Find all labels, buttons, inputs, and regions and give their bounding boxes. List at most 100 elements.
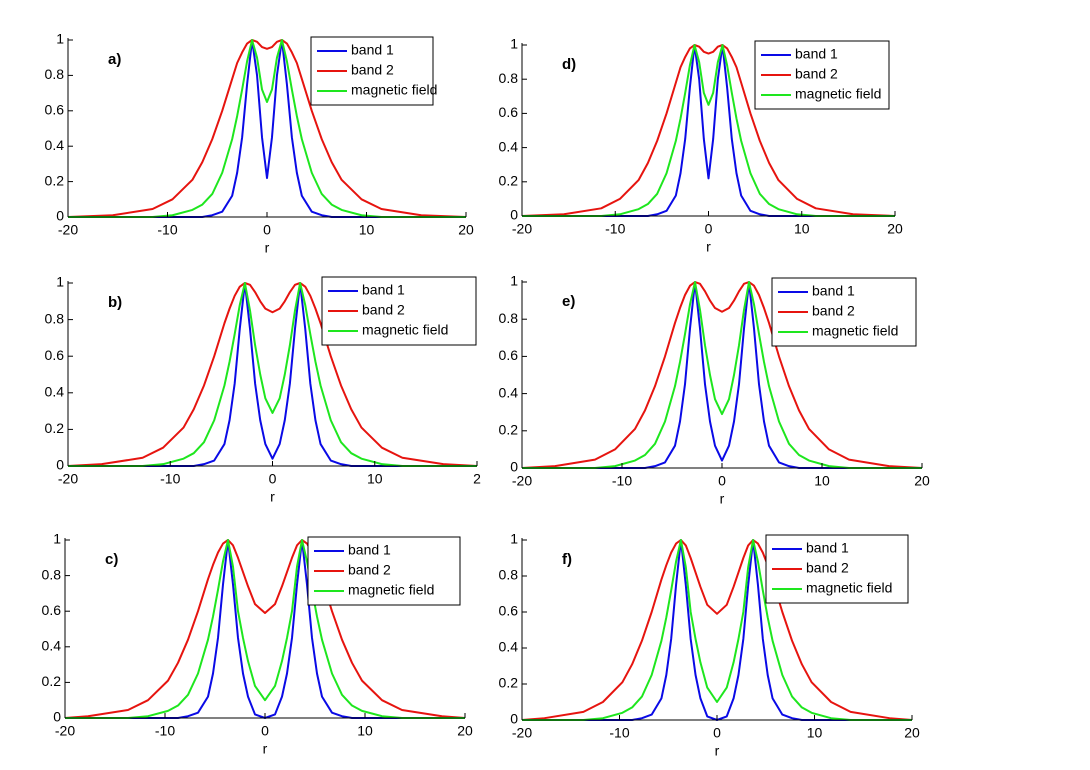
legend-label: band 1 [806, 540, 849, 556]
legend-label: band 2 [806, 560, 849, 576]
x-tick-label: -20 [58, 222, 78, 238]
y-tick-label: 0.6 [499, 347, 519, 363]
legend-box [765, 534, 909, 604]
legend-label: magnetic field [348, 582, 434, 598]
legend-label: band 1 [795, 46, 838, 62]
y-tick-label: 0 [510, 459, 518, 475]
x-tick-label: -20 [512, 473, 532, 489]
x-tick-label: 10 [357, 723, 373, 739]
x-tick-label: -20 [512, 725, 532, 741]
legend-label: magnetic field [795, 86, 881, 102]
x-tick-label: 10 [359, 222, 375, 238]
y-tick-label: 0 [53, 709, 61, 725]
legend-label: band 1 [348, 542, 391, 558]
x-tick-label: 10 [367, 471, 383, 487]
y-tick-label: 0.8 [499, 310, 519, 326]
y-tick-label: 0.2 [499, 422, 519, 438]
x-tick-label: -20 [58, 471, 78, 487]
x-tick-label: 2 [473, 471, 481, 487]
subplot: 0 0.2 0.4 0.6 0.8 1 -20 -10 0 10 2 r b) band 1 band 2 m… [45, 274, 482, 505]
y-tick-label: 1 [56, 31, 64, 47]
y-tick-label: 0.4 [45, 384, 65, 400]
legend-label: band 2 [812, 303, 855, 319]
panel-label: c) [105, 551, 118, 568]
y-tick-label: 1 [56, 274, 64, 290]
x-axis-label: r [265, 240, 270, 256]
x-axis-label: r [715, 743, 720, 759]
subplot: 0 0.2 0.4 0.6 0.8 1 -20 -10 0 10 20 r c) band 1 band 2… [42, 531, 473, 757]
legend-label: magnetic field [812, 323, 898, 339]
x-axis-label: r [720, 491, 725, 507]
legend-label: band 2 [348, 562, 391, 578]
x-tick-label: 20 [904, 725, 920, 741]
y-tick-label: 0.4 [499, 138, 519, 154]
legend-label: band 1 [812, 283, 855, 299]
y-tick-label: 1 [510, 36, 518, 52]
y-tick-label: 0 [510, 711, 518, 727]
y-tick-label: 0.8 [499, 567, 519, 583]
y-tick-label: 0.6 [499, 104, 519, 120]
legend-label: band 2 [795, 66, 838, 82]
series-line [521, 281, 923, 469]
x-tick-label: -20 [55, 723, 75, 739]
y-tick-label: 0.2 [45, 172, 65, 188]
x-tick-label: -10 [605, 221, 625, 237]
series-line [522, 539, 912, 721]
series-line [522, 44, 895, 217]
series-line [522, 281, 922, 469]
y-tick-label: 0.2 [499, 173, 519, 189]
x-tick-label: -20 [512, 221, 532, 237]
y-tick-label: 0.4 [45, 137, 65, 153]
subplot: 0 0.2 0.4 0.6 0.8 1 -20 -10 0 10 20 r a) band 1 band 2… [45, 31, 474, 256]
x-tick-label: -10 [155, 723, 175, 739]
series-line [521, 539, 913, 721]
y-tick-label: 1 [510, 273, 518, 289]
y-tick-label: 1 [53, 531, 61, 547]
x-tick-label: 0 [263, 222, 271, 238]
x-tick-label: 20 [458, 222, 474, 238]
y-tick-label: 0 [56, 457, 64, 473]
series-line [522, 281, 922, 469]
x-axis-label: r [270, 489, 275, 505]
x-tick-label: 0 [269, 471, 277, 487]
y-tick-label: 0.6 [45, 102, 65, 118]
legend-label: magnetic field [351, 82, 437, 98]
series-line [68, 282, 477, 467]
subplot: 0 0.2 0.4 0.6 0.8 1 -20 -10 0 10 20 r e) band 1 band 2… [499, 273, 930, 507]
x-tick-label: 0 [713, 725, 721, 741]
series-line [67, 39, 467, 218]
x-tick-label: 10 [814, 473, 830, 489]
y-tick-label: 0.8 [45, 310, 65, 326]
legend-label: band 2 [362, 302, 405, 318]
panel-label: e) [562, 293, 575, 310]
y-tick-label: 0.2 [45, 420, 65, 436]
x-axis-label: r [706, 239, 711, 255]
x-tick-label: 20 [914, 473, 930, 489]
y-tick-label: 0.4 [499, 639, 519, 655]
x-tick-label: 0 [705, 221, 713, 237]
legend-label: magnetic field [806, 580, 892, 596]
legend-label: band 1 [362, 282, 405, 298]
x-tick-label: -10 [612, 473, 632, 489]
y-tick-label: 0.4 [499, 384, 519, 400]
y-tick-label: 0.6 [499, 603, 519, 619]
y-tick-label: 0.8 [499, 70, 519, 86]
x-tick-label: -10 [157, 222, 177, 238]
y-tick-label: 0 [510, 207, 518, 223]
x-tick-label: 0 [718, 473, 726, 489]
y-tick-label: 0.6 [45, 347, 65, 363]
subplot: 0 0.2 0.4 0.6 0.8 1 -20 -10 0 10 20 r f) band 1 band 2… [499, 531, 920, 759]
x-tick-label: 10 [807, 725, 823, 741]
x-tick-label: -10 [160, 471, 180, 487]
legend-label: band 1 [351, 42, 394, 58]
y-tick-label: 1 [510, 531, 518, 547]
x-tick-label: 20 [457, 723, 473, 739]
series-line [68, 282, 477, 467]
series-line [521, 44, 896, 217]
x-tick-label: 0 [261, 723, 269, 739]
x-tick-label: 20 [887, 221, 903, 237]
subplot: 0 0.2 0.4 0.6 0.8 1 -20 -10 0 10 20 r d) band 1 band 2… [499, 36, 903, 255]
series-line [67, 282, 478, 467]
panel-label: a) [108, 51, 121, 68]
y-tick-label: 0 [56, 208, 64, 224]
